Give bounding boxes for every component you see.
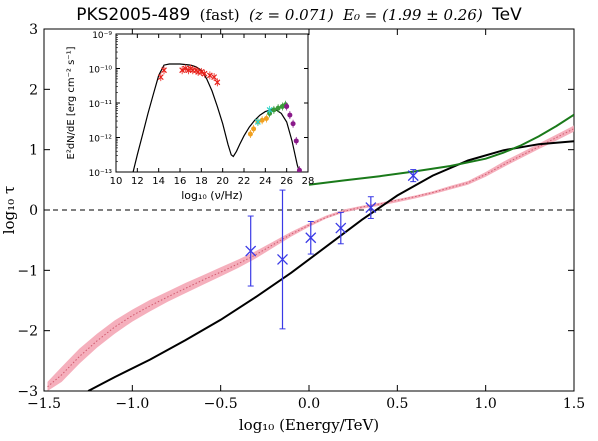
title-state: (fast) [200,6,240,24]
sed-point-radio-optical [211,74,218,81]
data-point [245,215,257,287]
inset-y-tick-label: 10⁻¹³ [89,169,113,179]
inset-axis-ticks: 10 12 14 16 18 20 22 24 26 28 10⁻¹³ 10⁻¹² 10⁻¹¹ 10⁻¹⁰… [89,31,315,187]
x-tick-label: −1.5 [27,396,61,412]
point-marker [365,202,377,214]
inset-x-tick-label: 20 [216,176,229,187]
y-tick-label: −1 [17,263,38,279]
inset-clipped-group [132,63,302,172]
chart-title: PKS2005-489 (fast) (z = 0.071) E₀ = (1.9… [76,5,522,25]
sed-point-fermi-low [251,126,257,132]
sed-point-radio-optical [157,74,164,81]
inset-x-tick-label: 10 [110,176,123,187]
data-point [365,196,377,219]
point-marker [277,254,288,265]
y-tick-label: 3 [29,22,38,38]
inset-y-tick-label: 10⁻¹¹ [89,100,113,110]
point-marker [245,245,257,257]
sed-point-radio-optical [198,69,205,75]
sed-point-hess [290,121,296,127]
sed-point-radio-optical [214,79,221,86]
title-energy: E₀ = (1.99 ± 0.26) [342,6,483,24]
inset-y-tick-label: 10⁻¹² [89,135,113,145]
y-tick-label: 1 [29,143,38,159]
y-axis-label: log₁₀ τ [0,186,18,235]
y-tick-label: −3 [17,384,38,400]
x-tick-label: −1.0 [115,396,149,412]
sed-point-fermi-high [271,107,277,113]
sed-point-radio-optical [182,65,189,72]
title-source: PKS2005-489 [76,5,190,25]
sed-point-uv-band [266,106,273,113]
inset-x-tick-label: 14 [152,176,165,187]
sed-point-fermi-high [275,105,281,111]
inset-x-tick-label: 26 [280,176,293,187]
black-curve [87,140,574,391]
inset-x-tick-label: 24 [259,176,272,187]
main-plot-content [44,113,574,391]
inset-y-tick-label: 10⁻¹⁰ [89,66,113,76]
sed-point-uv-band [254,119,261,125]
data-point [407,169,419,183]
inset-y-axis-label: E²dN/dE [erg cm⁻² s⁻¹] [66,46,77,159]
data-point [277,189,288,330]
sed-point-hess [287,112,293,118]
inset-x-tick-label: 22 [238,176,251,187]
sed-point-fermi-low [247,131,253,137]
inset-frame [115,33,309,173]
point-marker [407,170,419,182]
sed-point-hess [293,138,299,144]
inset-x-tick-label: 18 [195,176,208,187]
x-tick-label: 1.5 [563,396,585,412]
green-curve [308,113,574,186]
y-tick-label: 2 [29,82,38,98]
sed-point-radio-optical [206,72,213,79]
title-unit: TeV [491,5,522,25]
x-tick-label: 0.0 [298,396,320,412]
title-redshift: (z = 0.071) [249,6,334,24]
x-tick-label: 0.5 [386,396,408,412]
x-axis-label: log₁₀ (Energy/TeV) [239,416,379,434]
inset-x-tick-label: 28 [302,176,315,187]
data-point [335,211,347,245]
y-tick-label: 0 [29,203,38,219]
inset-y-tick-label: 10⁻⁹ [92,31,112,41]
inset-x-tick-label: 16 [174,176,187,187]
data-point [305,220,317,255]
main-clipped-group [44,113,574,391]
sed-point-fermi-low [259,117,265,123]
y-tick-label: −2 [17,324,38,340]
sed-point-radio-optical [179,67,186,74]
sed-point-fermi-low [263,116,269,122]
point-marker [305,232,317,244]
sed-point-radio-optical [201,70,208,77]
x-tick-label: −0.5 [204,396,238,412]
point-marker [335,222,347,234]
sed-point-hess [284,103,290,109]
sed-point-radio-optical [161,67,167,74]
inset-x-axis-label: log₁₀ (ν/Hz) [181,189,243,202]
sed-point-hess [296,167,302,172]
inset-plot-content [132,63,302,172]
x-tick-label: 1.0 [475,396,497,412]
band-center-line [47,128,574,388]
inset-x-tick-label: 12 [131,176,144,187]
